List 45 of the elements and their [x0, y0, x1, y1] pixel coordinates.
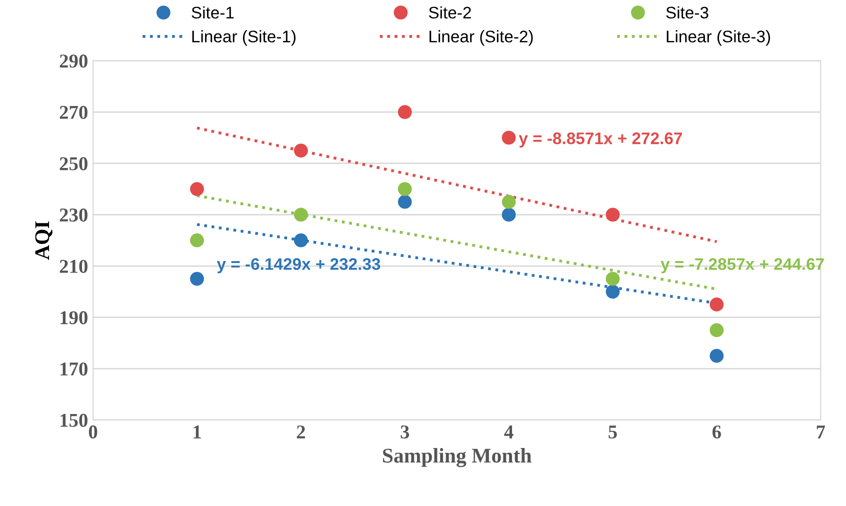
y-tick-label: 230: [60, 208, 88, 222]
point: [294, 144, 308, 158]
x-axis-title: Sampling Month: [382, 448, 532, 468]
point: [294, 208, 308, 222]
legend-label: Linear (Site-2): [430, 30, 533, 46]
point: [294, 233, 308, 248]
x-tick-label: 7: [816, 426, 826, 438]
x-tick-label: 3: [400, 425, 410, 439]
y-tick-label: 170: [60, 362, 88, 376]
annotation: y = -8.8571x + 272.67: [518, 132, 682, 148]
point: [710, 348, 724, 363]
point: [606, 284, 620, 299]
point: [710, 323, 724, 338]
point: [710, 298, 724, 312]
x-tick-label: 1: [194, 425, 201, 438]
legend-label: Site-3: [666, 6, 708, 19]
point: [190, 182, 204, 196]
point: [190, 233, 204, 248]
legend-label: Linear (Site-1): [192, 30, 296, 46]
point: [502, 208, 516, 222]
point: [190, 272, 204, 286]
point: [398, 105, 412, 119]
x-tick-label: 6: [712, 425, 721, 439]
point: [398, 182, 412, 196]
y-axis-title: AQI: [35, 221, 52, 260]
x-tick-label: 4: [504, 426, 514, 438]
legend-label: Linear (Site-3): [666, 30, 770, 46]
annotation: y = -7.2857x + 244.67: [660, 258, 824, 274]
annotation: y = -6.1429x + 232.33: [216, 258, 380, 274]
x-tick-label: 5: [608, 426, 617, 439]
y-tick-label: 210: [60, 260, 88, 273]
y-tick-label: 290: [60, 54, 88, 68]
y-tick-label: 270: [60, 106, 88, 119]
point: [606, 272, 620, 286]
legend-label: Site-1: [192, 6, 234, 19]
point: [502, 130, 516, 145]
point: [606, 208, 620, 222]
legend-label: Site-2: [428, 6, 471, 19]
y-tick-label: 190: [60, 311, 88, 324]
y-tick-label: 250: [60, 157, 88, 170]
point: [398, 194, 412, 209]
x-tick-label: 2: [296, 425, 305, 438]
point: [502, 194, 516, 209]
y-tick-label: 150: [60, 414, 88, 427]
x-tick-label: 0: [88, 425, 98, 439]
